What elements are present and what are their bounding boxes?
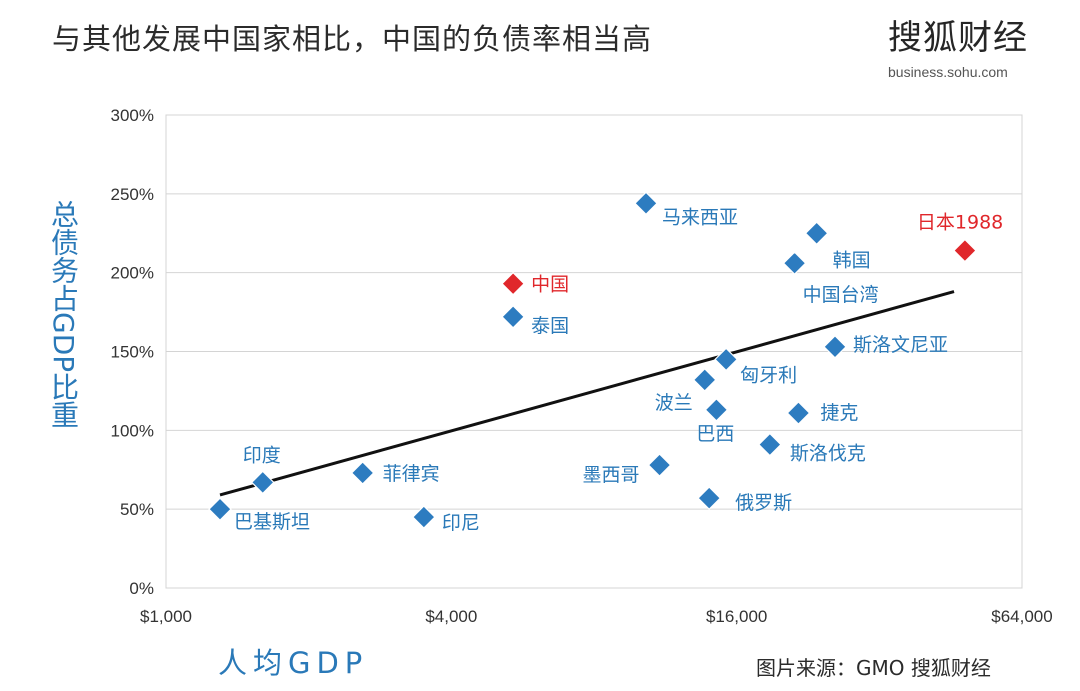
data-point-marker — [634, 191, 658, 216]
x-tick-label: $1,000 — [140, 607, 192, 626]
data-point-label: 菲律宾 — [383, 463, 440, 485]
y-tick-label: 50% — [120, 500, 154, 519]
x-tick-label: $64,000 — [991, 607, 1052, 626]
data-point-marker — [501, 271, 525, 296]
data-point-marker — [704, 397, 729, 422]
brand-url: business.sohu.com — [888, 64, 1008, 80]
y-tick-label: 0% — [129, 579, 154, 598]
y-axis-label: 总债务占GDP比重 — [47, 200, 80, 429]
brand-logo-text: 搜狐财经 — [888, 18, 1028, 58]
data-point-label: 印度 — [243, 444, 281, 466]
y-tick-label: 200% — [111, 264, 154, 283]
data-point-marker — [412, 505, 436, 529]
data-point-marker — [350, 461, 375, 485]
data-point-label: 俄罗斯 — [735, 492, 792, 514]
data-point-marker — [697, 486, 722, 510]
data-point-label: 巴基斯坦 — [234, 511, 310, 533]
data-point-marker — [208, 497, 232, 522]
data-point-label: 泰国 — [531, 315, 569, 337]
trendline — [219, 290, 955, 497]
x-axis-label: 人均GDP — [218, 646, 369, 680]
data-point-label: 印尼 — [442, 512, 480, 534]
y-tick-label: 150% — [111, 343, 154, 362]
x-tick-label: $16,000 — [706, 607, 767, 626]
data-point-label: 捷克 — [820, 402, 858, 424]
x-axis-ticks: $1,000 $4,000 $16,000 $64,000 — [140, 607, 1053, 626]
data-point-marker — [647, 453, 672, 477]
data-point-marker — [250, 470, 275, 495]
data-point-label: 中国台湾 — [803, 284, 879, 306]
data-point-marker — [714, 347, 738, 372]
y-tick-label: 250% — [111, 185, 154, 204]
y-tick-label: 300% — [111, 106, 154, 125]
data-point-marker — [782, 251, 807, 276]
y-tick-label: 100% — [111, 421, 154, 440]
data-point-marker — [823, 334, 847, 359]
grid-lines — [166, 193, 1022, 510]
data-point-label: 马来西亚 — [662, 206, 738, 228]
data-point-label: 匈牙利 — [740, 364, 797, 386]
data-point-label: 中国 — [531, 274, 569, 296]
data-point-marker — [953, 238, 977, 263]
data-point-marker — [786, 401, 811, 425]
data-point-label: 日本1988 — [917, 212, 1003, 234]
data-point-label: 韩国 — [833, 249, 871, 271]
trendline-layer — [219, 290, 955, 497]
data-point-marker — [692, 368, 717, 392]
x-tick-label: $4,000 — [425, 607, 477, 626]
y-axis-ticks: 0% 50% 100% 150% 200% 250% 300% — [111, 106, 154, 598]
data-point-marker — [501, 304, 525, 329]
chart-title: 与其他发展中国家相比，中国的负债率相当高 — [52, 22, 653, 56]
data-point-label: 巴西 — [696, 423, 734, 445]
data-point-label: 波兰 — [655, 392, 693, 414]
data-point-label: 墨西哥 — [583, 464, 640, 486]
data-point-marker — [804, 221, 829, 246]
data-point-marker — [758, 432, 782, 457]
data-point-label: 斯洛文尼亚 — [853, 334, 948, 356]
data-point-label: 斯洛伐克 — [790, 443, 866, 465]
image-source-credit: 图片来源：GMO 搜狐财经 — [756, 656, 991, 680]
